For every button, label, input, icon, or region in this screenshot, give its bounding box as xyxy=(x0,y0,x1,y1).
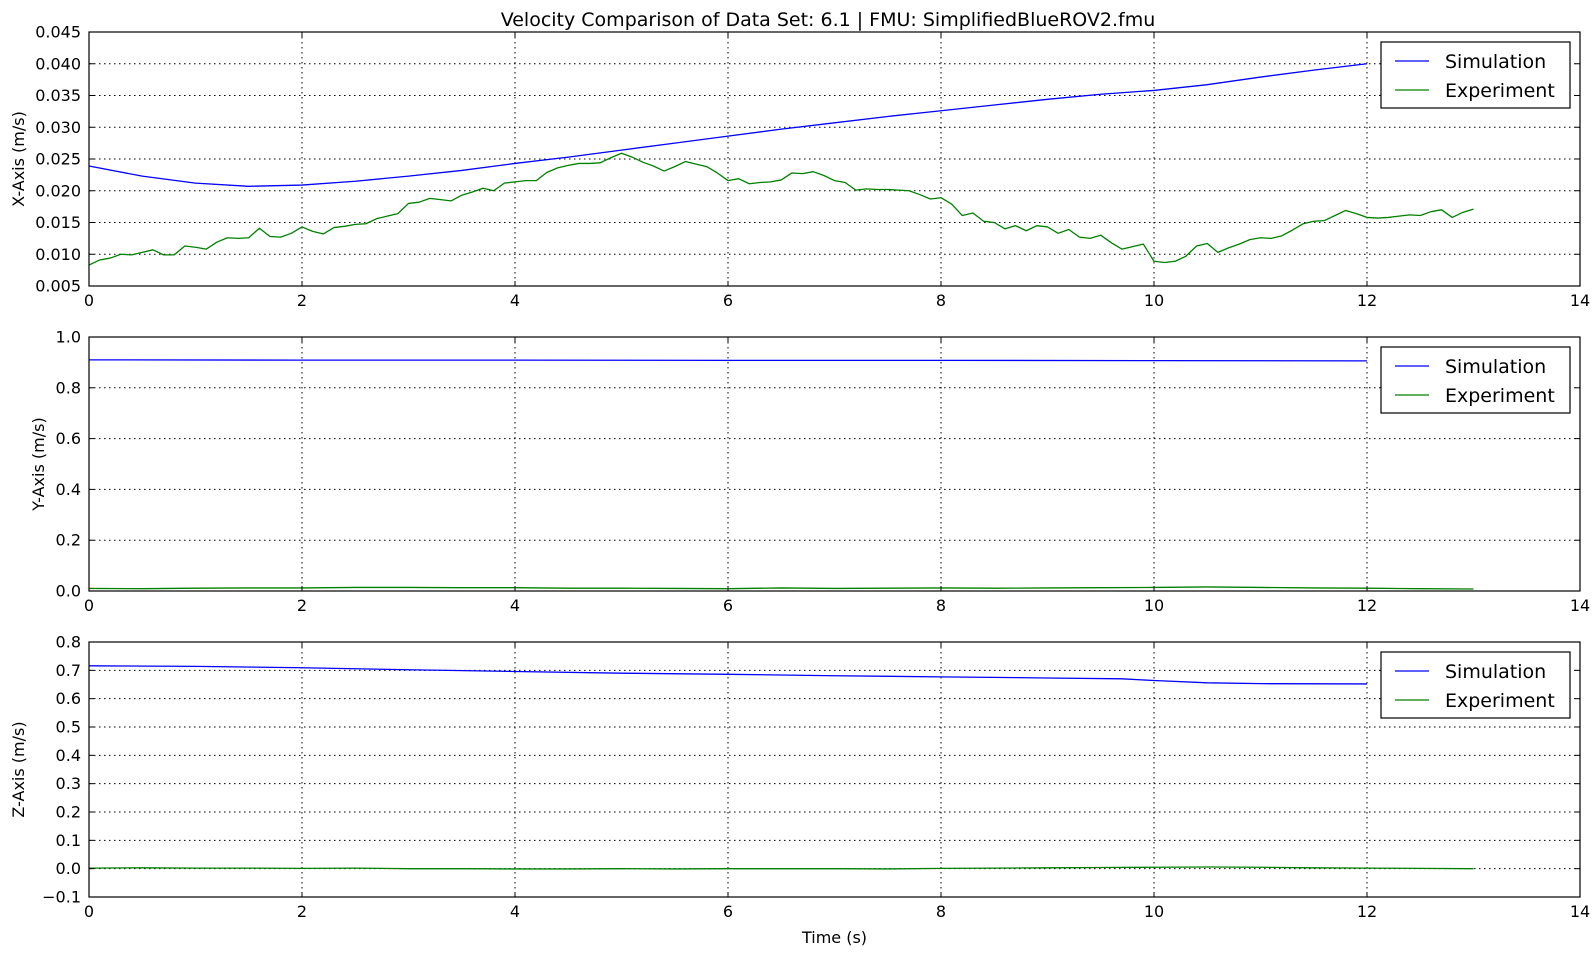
x-tick-label: 10 xyxy=(1144,291,1164,310)
legend-box xyxy=(1380,651,1571,719)
x-tick-label: 2 xyxy=(297,902,307,921)
legend: Simulation Experiment xyxy=(1380,651,1571,719)
y-tick-label: 0.025 xyxy=(35,150,81,169)
y-tick-label: 0.3 xyxy=(56,774,81,793)
y-tick-label: 0.6 xyxy=(56,429,81,448)
x-tick-label: 14 xyxy=(1570,902,1590,921)
x-tick-label: 0 xyxy=(84,291,94,310)
legend-box xyxy=(1380,41,1571,109)
y-tick-label: 0.4 xyxy=(56,746,81,765)
x-tick-label: 10 xyxy=(1144,596,1164,615)
figure-title: Velocity Comparison of Data Set: 6.1 | F… xyxy=(501,9,1156,31)
legend-label-experiment: Experiment xyxy=(1445,385,1555,407)
y-tick-label: 0.7 xyxy=(56,661,81,680)
series-line-experiment xyxy=(88,152,1474,266)
x-tick-label: 0 xyxy=(84,902,94,921)
x-tick-label: 2 xyxy=(297,596,307,615)
legend-label-simulation: Simulation xyxy=(1445,661,1546,683)
y-tick-label: −0.1 xyxy=(42,888,81,907)
y-tick-label: 0.1 xyxy=(56,831,81,850)
y-tick-label: 0.010 xyxy=(35,245,81,264)
legend-label-simulation: Simulation xyxy=(1445,356,1546,378)
y-axis-label: X-Axis (m/s) xyxy=(9,111,28,207)
x-tick-label: 6 xyxy=(723,902,733,921)
legend: Simulation Experiment xyxy=(1380,346,1571,414)
legend-label-experiment: Experiment xyxy=(1445,690,1555,712)
x-tick-label: 6 xyxy=(723,291,733,310)
y-tick-label: 0.0 xyxy=(56,859,81,878)
y-tick-label: 0.8 xyxy=(56,633,81,652)
x-tick-label: 12 xyxy=(1357,902,1377,921)
y-tick-label: 0.045 xyxy=(35,23,81,42)
y-tick-label: 0.015 xyxy=(35,213,81,232)
y-tick-label: 0.040 xyxy=(35,54,81,73)
x-tick-label: 4 xyxy=(510,902,520,921)
y-tick-label: 0.020 xyxy=(35,181,81,200)
y-axis-label: Y-Axis (m/s) xyxy=(29,417,48,511)
legend-label-experiment: Experiment xyxy=(1445,80,1555,102)
y-tick-label: 0.0 xyxy=(56,582,81,601)
axes-frame xyxy=(88,641,1581,898)
y-tick-label: 1.0 xyxy=(56,328,81,347)
series-line-experiment xyxy=(88,866,1474,870)
x-tick-label: 8 xyxy=(936,902,946,921)
y-tick-label: 0.2 xyxy=(56,803,81,822)
x-tick-label: 14 xyxy=(1570,291,1590,310)
x-tick-label: 4 xyxy=(510,596,520,615)
plots-container: 0 2 4 6 8 10 12 140.0050.0100.0150.0200.0250.03… xyxy=(9,23,1590,948)
subplot-1: 0 2 4 6 8 10 12 14 0.005 0.010 0.015 0.020 0.025 0.03… xyxy=(9,23,1590,311)
axes-frame xyxy=(88,336,1581,592)
y-tick-label: 0.8 xyxy=(56,378,81,397)
y-tick-label: 0.2 xyxy=(56,531,81,550)
series-line-simulation xyxy=(88,665,1368,685)
series-line-experiment xyxy=(88,586,1474,590)
x-tick-label: 2 xyxy=(297,291,307,310)
subplot-3: 0 2 4 6 8 10 12 14 −0.1 0.0 0.1 0.2 0.3 0.4 0.5 0.6 0.7 0… xyxy=(9,633,1590,948)
y-tick-label: 0.6 xyxy=(56,689,81,708)
x-tick-label: 8 xyxy=(936,596,946,615)
x-axis-label: Time (s) xyxy=(801,928,867,947)
x-tick-label: 12 xyxy=(1357,291,1377,310)
legend-box xyxy=(1380,346,1571,414)
x-tick-label: 6 xyxy=(723,596,733,615)
x-tick-label: 8 xyxy=(936,291,946,310)
subplot-2: 0 2 4 6 8 10 12 14 0.0 0.2 0.4 0.6 0.8 1.0 Y-Axis (m/s… xyxy=(29,328,1590,616)
y-tick-label: 0.5 xyxy=(56,718,81,737)
y-axis-label: Z-Axis (m/s) xyxy=(9,721,28,817)
x-tick-label: 4 xyxy=(510,291,520,310)
series-line-simulation xyxy=(88,63,1368,187)
legend-label-simulation: Simulation xyxy=(1445,51,1546,73)
series-line-simulation xyxy=(88,359,1368,362)
x-tick-label: 14 xyxy=(1570,596,1590,615)
x-tick-label: 12 xyxy=(1357,596,1377,615)
y-tick-label: 0.035 xyxy=(35,86,81,105)
y-tick-label: 0.005 xyxy=(35,277,81,296)
x-tick-label: 10 xyxy=(1144,902,1164,921)
y-tick-label: 0.4 xyxy=(56,480,81,499)
legend: Simulation Experiment xyxy=(1380,41,1571,109)
y-tick-label: 0.030 xyxy=(35,118,81,137)
x-tick-label: 0 xyxy=(84,596,94,615)
